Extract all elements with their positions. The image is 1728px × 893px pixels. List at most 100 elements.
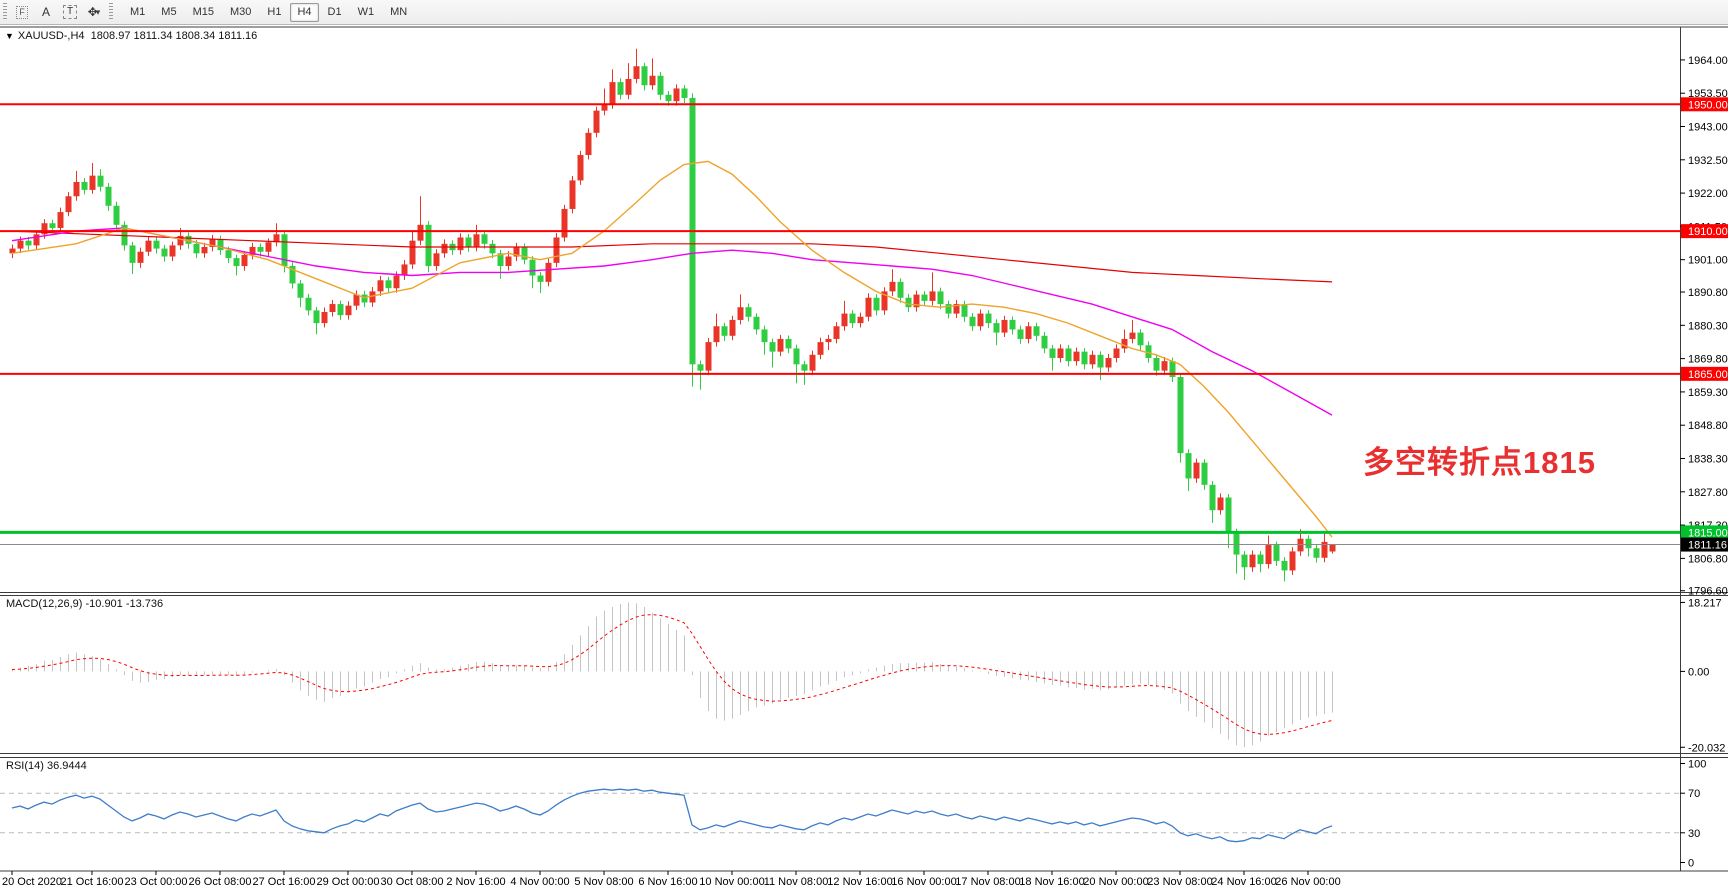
candle-body [1017, 329, 1024, 339]
candle-body [785, 338, 792, 349]
candle-body [1001, 319, 1008, 333]
price-tick-label: 1890.80 [1688, 287, 1728, 299]
tab-timeframe-M1[interactable]: M1 [123, 3, 152, 22]
tab-timeframe-M15[interactable]: M15 [186, 3, 221, 22]
tab-timeframe-MN[interactable]: MN [383, 3, 414, 22]
candle-body [937, 291, 944, 305]
candle-body [529, 259, 536, 276]
tab-timeframe-M30[interactable]: M30 [223, 3, 258, 22]
candle-body [105, 186, 112, 206]
candle-body [505, 256, 512, 267]
candle-body [25, 240, 32, 246]
candle-body [1233, 532, 1240, 555]
candle-body [513, 246, 520, 257]
candle-body [377, 280, 384, 292]
candle-body [209, 239, 216, 247]
timeframe-button-group: M1 M5 M15 M30 H1 H4 D1 W1 MN [122, 2, 415, 22]
macd-axis-label: 18.217 [1688, 597, 1722, 609]
candle-body [753, 316, 760, 330]
candle-body [801, 364, 808, 371]
price-axis[interactable]: 1964.001953.501943.001932.501922.001911.… [1680, 55, 1728, 598]
candle-body [1241, 554, 1248, 568]
candle-body [569, 180, 576, 209]
candle-body [41, 223, 48, 235]
candle-body [601, 104, 608, 111]
symbol-dropdown-icon[interactable]: ▼ [5, 31, 14, 41]
candle-body [953, 304, 960, 314]
svg-text:1950.00: 1950.00 [1688, 99, 1728, 111]
candle-body [865, 297, 872, 317]
tab-timeframe-D1[interactable]: D1 [321, 3, 349, 22]
price-tag-1950.00[interactable]: 1950.00 [1681, 97, 1728, 112]
macd-axis-label: -20.032 [1688, 742, 1725, 754]
time-tick-label: 23 Nov 08:00 [1147, 876, 1212, 888]
cursor-move-icon[interactable]: ✥ ▾ [87, 5, 101, 19]
candle-body [545, 262, 552, 282]
candle-body [673, 88, 680, 102]
rsi-axis-label: 70 [1688, 788, 1700, 800]
price-tick-label: 1953.50 [1688, 88, 1728, 100]
time-tick-label: 20 Oct 2020 [2, 876, 62, 888]
tab-timeframe-M5[interactable]: M5 [154, 3, 183, 22]
candle-body [1289, 551, 1296, 571]
candle-body [321, 312, 328, 324]
price-tick-label: 1880.30 [1688, 320, 1728, 332]
toolbar-drag-handle[interactable] [3, 3, 7, 21]
candle-body [1153, 357, 1160, 371]
macd-panel: 18.217 0.00 -20.032 [11, 597, 1725, 754]
candle-body [1057, 348, 1064, 358]
price-tag-1811.16[interactable]: 1811.16 [1681, 537, 1728, 552]
candle-body [241, 254, 248, 267]
candle-body [833, 326, 840, 339]
price-tick-label: 1848.80 [1688, 420, 1728, 432]
candle-body [481, 234, 488, 244]
candle-body [361, 294, 368, 303]
tab-timeframe-H4[interactable]: H4 [290, 2, 319, 22]
rsi-line [11, 788, 1333, 843]
candle-body [945, 304, 952, 314]
label-a-icon[interactable]: A [41, 5, 50, 19]
candle-body [841, 313, 848, 327]
price-tag-1815.00[interactable]: 1815.00 [1681, 525, 1728, 540]
candle-body [681, 88, 688, 98]
macd-indicator-label: MACD(12,26,9) -10.901 -13.736 [6, 598, 164, 610]
tab-timeframe-H1[interactable]: H1 [260, 3, 288, 22]
candle-body [281, 234, 288, 267]
candle-body [385, 280, 392, 289]
candle-body [1329, 544, 1336, 552]
price-tick-label: 1932.50 [1688, 155, 1728, 167]
candle-body [625, 78, 632, 95]
candle-body [897, 281, 904, 298]
price-tag-1910.00[interactable]: 1910.00 [1681, 224, 1728, 239]
toolbar: F A T ✥ ▾ M1 M5 M15 M30 H1 H4 D1 W1 MN [0, 0, 1728, 25]
price-tick-label: 1827.80 [1688, 487, 1728, 499]
price-tag-1865.00[interactable]: 1865.00 [1681, 366, 1728, 381]
candle-body [433, 253, 440, 267]
candle-body [393, 275, 400, 289]
candle-body [153, 240, 160, 249]
svg-text:1815.00: 1815.00 [1688, 527, 1728, 539]
candle-body [697, 364, 704, 371]
candle-body [881, 291, 888, 311]
candle-body [817, 342, 824, 355]
candle-body [721, 326, 728, 336]
chart-text-annotation[interactable]: 多空转折点1815 [1363, 445, 1596, 480]
tab-timeframe-W1[interactable]: W1 [351, 3, 382, 22]
time-tick-label: 20 Nov 00:00 [1083, 876, 1148, 888]
candle-body [1121, 338, 1128, 349]
text-tool-icon[interactable]: T [60, 2, 80, 22]
candle-body [913, 294, 920, 308]
candle-body [993, 323, 1000, 333]
candle-body [777, 338, 784, 352]
objects-grid-icon[interactable]: F [12, 2, 32, 22]
candle-body [465, 237, 472, 247]
candle-body [97, 175, 104, 187]
svg-text:1910.00: 1910.00 [1688, 226, 1728, 238]
time-tick-label: 27 Oct 16:00 [253, 876, 316, 888]
candle-body [769, 342, 776, 352]
candle-body [705, 342, 712, 371]
time-tick-label: 4 Nov 00:00 [510, 876, 569, 888]
candle-body [713, 326, 720, 343]
